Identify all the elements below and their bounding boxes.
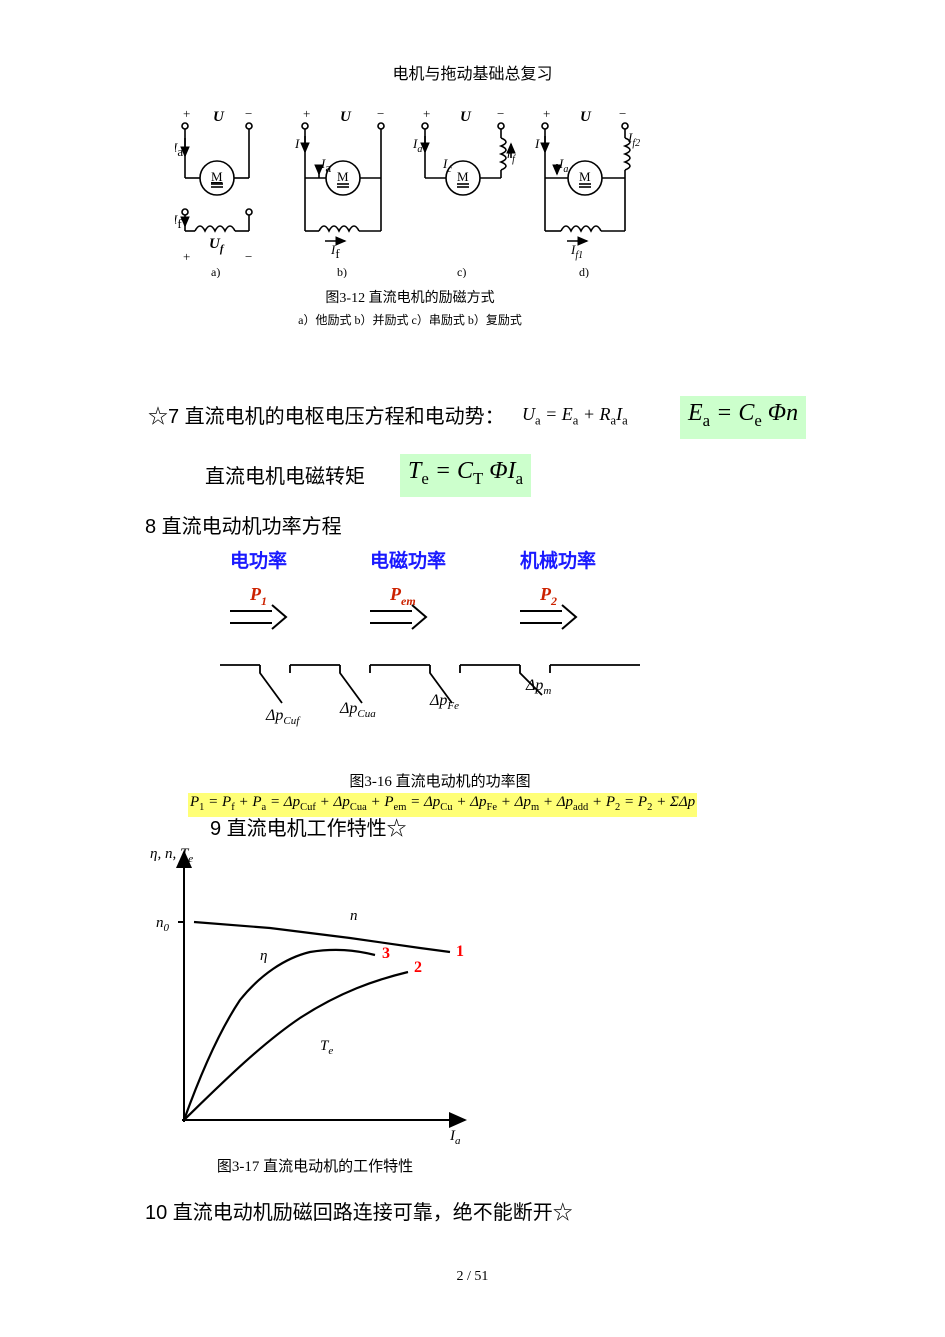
svg-text:c): c): [457, 265, 466, 278]
eq-emf: Ea = Ce Φn: [680, 396, 806, 439]
svg-text:I: I: [294, 136, 300, 151]
svg-text:If1: If1: [570, 242, 583, 261]
svg-text:If2: If2: [627, 130, 640, 149]
svg-text:Ia: Ia: [449, 1128, 461, 1147]
svg-text:If: If: [175, 212, 182, 231]
fig317-caption: 图3-17 直流电动机的工作特性: [150, 1155, 480, 1176]
svg-text:Ia: Ia: [175, 140, 183, 159]
svg-text:M: M: [337, 169, 349, 184]
svg-text:Pem: Pem: [389, 584, 416, 608]
svg-text:1: 1: [456, 943, 464, 960]
svg-text:Δpm: Δpm: [525, 677, 551, 697]
svg-text:−: −: [619, 108, 626, 121]
svg-text:机械功率: 机械功率: [520, 549, 596, 572]
fig312-caption: 图3-12 直流电机的励磁方式: [175, 287, 645, 307]
svg-text:+: +: [423, 108, 430, 121]
svg-text:U: U: [580, 109, 592, 125]
svg-text:−: −: [497, 108, 504, 121]
svg-text:−: −: [245, 108, 252, 121]
svg-text:ΔpFe: ΔpFe: [429, 692, 459, 712]
fig312-svg: .w { stroke:#000; stroke-width:1.6; fill…: [175, 108, 645, 278]
fig316-svg: .hd { font: 600 19px "SimSun",serif; fil…: [220, 545, 660, 755]
svg-text:2: 2: [414, 959, 422, 976]
svg-text:M: M: [457, 169, 469, 184]
svg-text:ΔpCuf: ΔpCuf: [265, 707, 301, 727]
figure-3-16: .hd { font: 600 19px "SimSun",serif; fil…: [220, 545, 660, 795]
svg-text:Uf: Uf: [209, 236, 225, 255]
svg-text:3: 3: [382, 945, 390, 962]
svg-text:d): d): [579, 265, 589, 278]
svg-text:+: +: [303, 108, 310, 121]
svg-text:U: U: [340, 109, 352, 125]
figure-3-12: .w { stroke:#000; stroke-width:1.6; fill…: [175, 108, 645, 318]
svg-text:M: M: [579, 169, 591, 184]
eq-torque: Te = CT ΦIa: [400, 454, 531, 497]
svg-text:−: −: [245, 249, 252, 264]
svg-text:n0: n0: [156, 915, 170, 934]
svg-text:I: I: [534, 136, 540, 151]
svg-text:P1: P1: [249, 584, 267, 608]
svg-text:ΔpCua: ΔpCua: [339, 700, 376, 720]
fig317-svg: .ax { stroke:#000; stroke-width:2; fill:…: [150, 840, 480, 1150]
section-7b-text: 直流电机电磁转矩: [205, 460, 365, 489]
fig312-subcaption: a）他励式 b）并励式 c）串励式 b）复励式: [175, 311, 645, 328]
svg-text:a): a): [211, 265, 220, 278]
svg-text:+: +: [183, 108, 190, 121]
svg-text:Ia: Ia: [558, 156, 568, 175]
page-number: 2 / 51: [0, 1269, 945, 1285]
svg-text:U: U: [213, 109, 225, 125]
figure-3-17: .ax { stroke:#000; stroke-width:2; fill:…: [150, 840, 480, 1160]
svg-text:Ia: Ia: [320, 156, 331, 175]
svg-text:电功率: 电功率: [230, 549, 287, 572]
section-8-text: 8 直流电动机功率方程: [145, 510, 342, 539]
svg-text:Te: Te: [320, 1038, 333, 1057]
svg-text:η: η: [260, 948, 267, 964]
page-header-title: 电机与拖动基础总复习: [0, 60, 945, 84]
section-9-text: 9 直流电机工作特性☆: [210, 812, 407, 841]
section-7-text: ☆7 直流电机的电枢电压方程和电动势：: [148, 400, 505, 429]
svg-text:+: +: [183, 249, 190, 264]
svg-text:M: M: [211, 169, 223, 184]
svg-text:−: −: [377, 108, 384, 121]
svg-text:b): b): [337, 265, 347, 278]
svg-text:η, n, Te: η, n, Te: [150, 846, 193, 865]
svg-text:If: If: [330, 242, 340, 261]
svg-text:n: n: [350, 908, 358, 924]
section-10-text: 10 直流电动机励磁回路连接可靠，绝不能断开☆: [145, 1196, 573, 1225]
svg-text:电磁功率: 电磁功率: [370, 549, 446, 572]
svg-text:+: +: [543, 108, 550, 121]
svg-text:P2: P2: [539, 584, 557, 608]
svg-text:Ia: Ia: [412, 136, 422, 155]
eq-voltage: Ua = Ea + RaIa: [522, 404, 628, 429]
fig316-caption: 图3-16 直流电动机的功率图: [220, 770, 660, 791]
svg-text:U: U: [460, 109, 472, 125]
